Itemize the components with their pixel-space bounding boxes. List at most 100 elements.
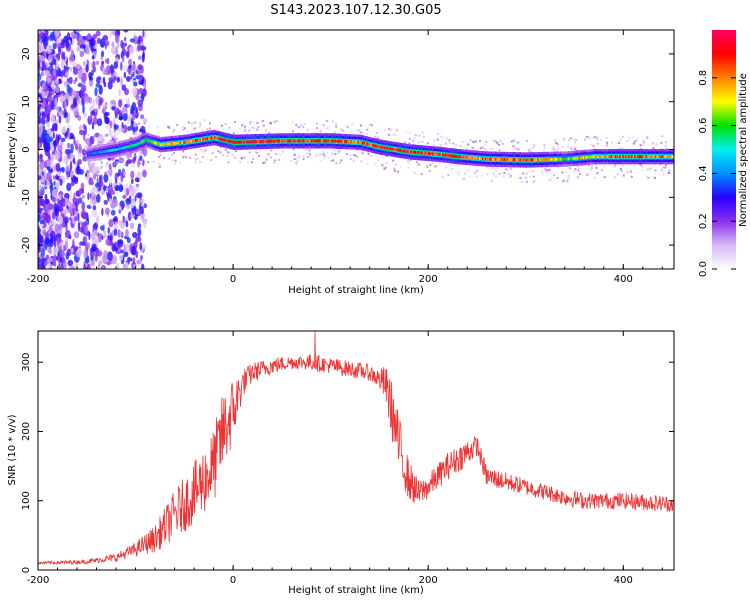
ridge-cell: [363, 141, 365, 145]
halo-cell: [618, 147, 620, 150]
halo-cell: [243, 127, 246, 130]
noise-cell: [81, 96, 84, 105]
ridge-cell: [645, 155, 648, 159]
halo-cell: [407, 166, 410, 169]
noise-cell: [65, 40, 70, 49]
noise-cell: [123, 251, 129, 258]
halo-cell: [291, 121, 294, 124]
halo-cell: [550, 177, 552, 180]
x-tick-label: 400: [614, 274, 633, 285]
halo-cell: [486, 173, 489, 176]
noise-cell: [106, 57, 110, 65]
noise-cell: [38, 110, 41, 117]
halo-cell: [445, 137, 448, 140]
noise-cell: [92, 98, 95, 109]
ridge-cell: [171, 142, 174, 145]
noise-cell: [93, 230, 98, 237]
halo-cell: [227, 161, 230, 164]
ridge-cell: [654, 155, 657, 159]
halo-cell: [509, 167, 512, 170]
halo-cell: [158, 155, 161, 158]
ridge-cell: [451, 154, 453, 158]
halo-cell: [617, 173, 619, 176]
halo-cell: [475, 140, 478, 143]
halo-cell: [326, 151, 328, 154]
ridge-cell: [228, 139, 231, 143]
halo-cell: [509, 175, 512, 178]
halo-cell: [593, 176, 596, 179]
halo-cell: [290, 160, 293, 162]
ridge-cell: [310, 139, 313, 143]
halo-cell: [660, 168, 663, 171]
halo-cell: [524, 176, 527, 179]
noise-cell: [122, 113, 128, 122]
halo-cell: [498, 172, 501, 175]
noise-cell: [39, 55, 45, 62]
noise-cell: [98, 98, 103, 107]
halo-cell: [561, 171, 564, 174]
halo-cell: [576, 176, 579, 179]
halo-cell: [645, 168, 648, 171]
noise-cell: [106, 187, 109, 193]
halo-cell: [228, 126, 231, 129]
halo-cell: [249, 121, 252, 123]
halo-cell: [194, 158, 197, 160]
halo-cell: [614, 176, 616, 179]
ridge-cell: [170, 142, 172, 146]
ridge-cell: [538, 158, 541, 162]
halo-cell: [440, 135, 443, 138]
halo-cell: [585, 173, 588, 176]
ridge-cell: [661, 155, 664, 159]
noise-cell: [83, 225, 89, 234]
noise-cell: [45, 119, 48, 124]
ridge-cell: [632, 155, 635, 159]
halo-cell: [302, 125, 305, 128]
noise-cell: [63, 65, 66, 75]
noise-cell: [112, 254, 118, 265]
noise-cell: [137, 223, 142, 229]
noise-cell: [52, 58, 57, 65]
noise-cell: [98, 84, 103, 95]
halo-cell: [298, 126, 301, 129]
halo-cell: [100, 136, 103, 139]
halo-cell: [441, 176, 444, 179]
ridge-cell: [435, 152, 437, 156]
halo-cell: [247, 130, 250, 133]
halo-cell: [472, 146, 475, 149]
noise-cell: [123, 30, 129, 33]
colorbar-tick-label: 0.6: [698, 118, 709, 134]
y-tick-label: 300: [21, 353, 32, 372]
noise-cell: [40, 248, 45, 259]
ridge-cell: [402, 149, 405, 153]
ridge-cell: [517, 158, 519, 162]
halo-cell: [194, 153, 197, 156]
noise-cell: [68, 55, 75, 62]
halo-cell: [316, 121, 319, 124]
ridge-cell: [657, 155, 659, 159]
halo-cell: [404, 141, 407, 144]
ridge-cell: [119, 147, 121, 151]
halo-cell: [543, 144, 546, 146]
ridge-cell: [487, 157, 490, 161]
halo-cell: [596, 142, 599, 145]
ridge-cell: [383, 146, 386, 150]
ridge-cell: [481, 157, 484, 161]
noise-cell: [64, 208, 68, 214]
halo-cell: [365, 133, 368, 136]
ridge-cell: [569, 157, 572, 161]
noise-cell: [73, 158, 76, 165]
ridge-cell: [597, 155, 599, 159]
ridge-cell: [609, 155, 611, 159]
noise-cell: [44, 236, 50, 245]
y-tick-label: -10: [21, 189, 32, 205]
halo-cell: [248, 129, 251, 132]
noise-cell: [72, 61, 78, 68]
halo-cell: [492, 172, 495, 175]
ridge-cell: [186, 140, 188, 144]
noise-cell: [142, 159, 145, 167]
noise-cell: [101, 207, 104, 216]
halo-cell: [481, 175, 484, 178]
noise-cell: [135, 106, 138, 114]
halo-cell: [642, 144, 645, 147]
halo-cell: [388, 133, 390, 136]
